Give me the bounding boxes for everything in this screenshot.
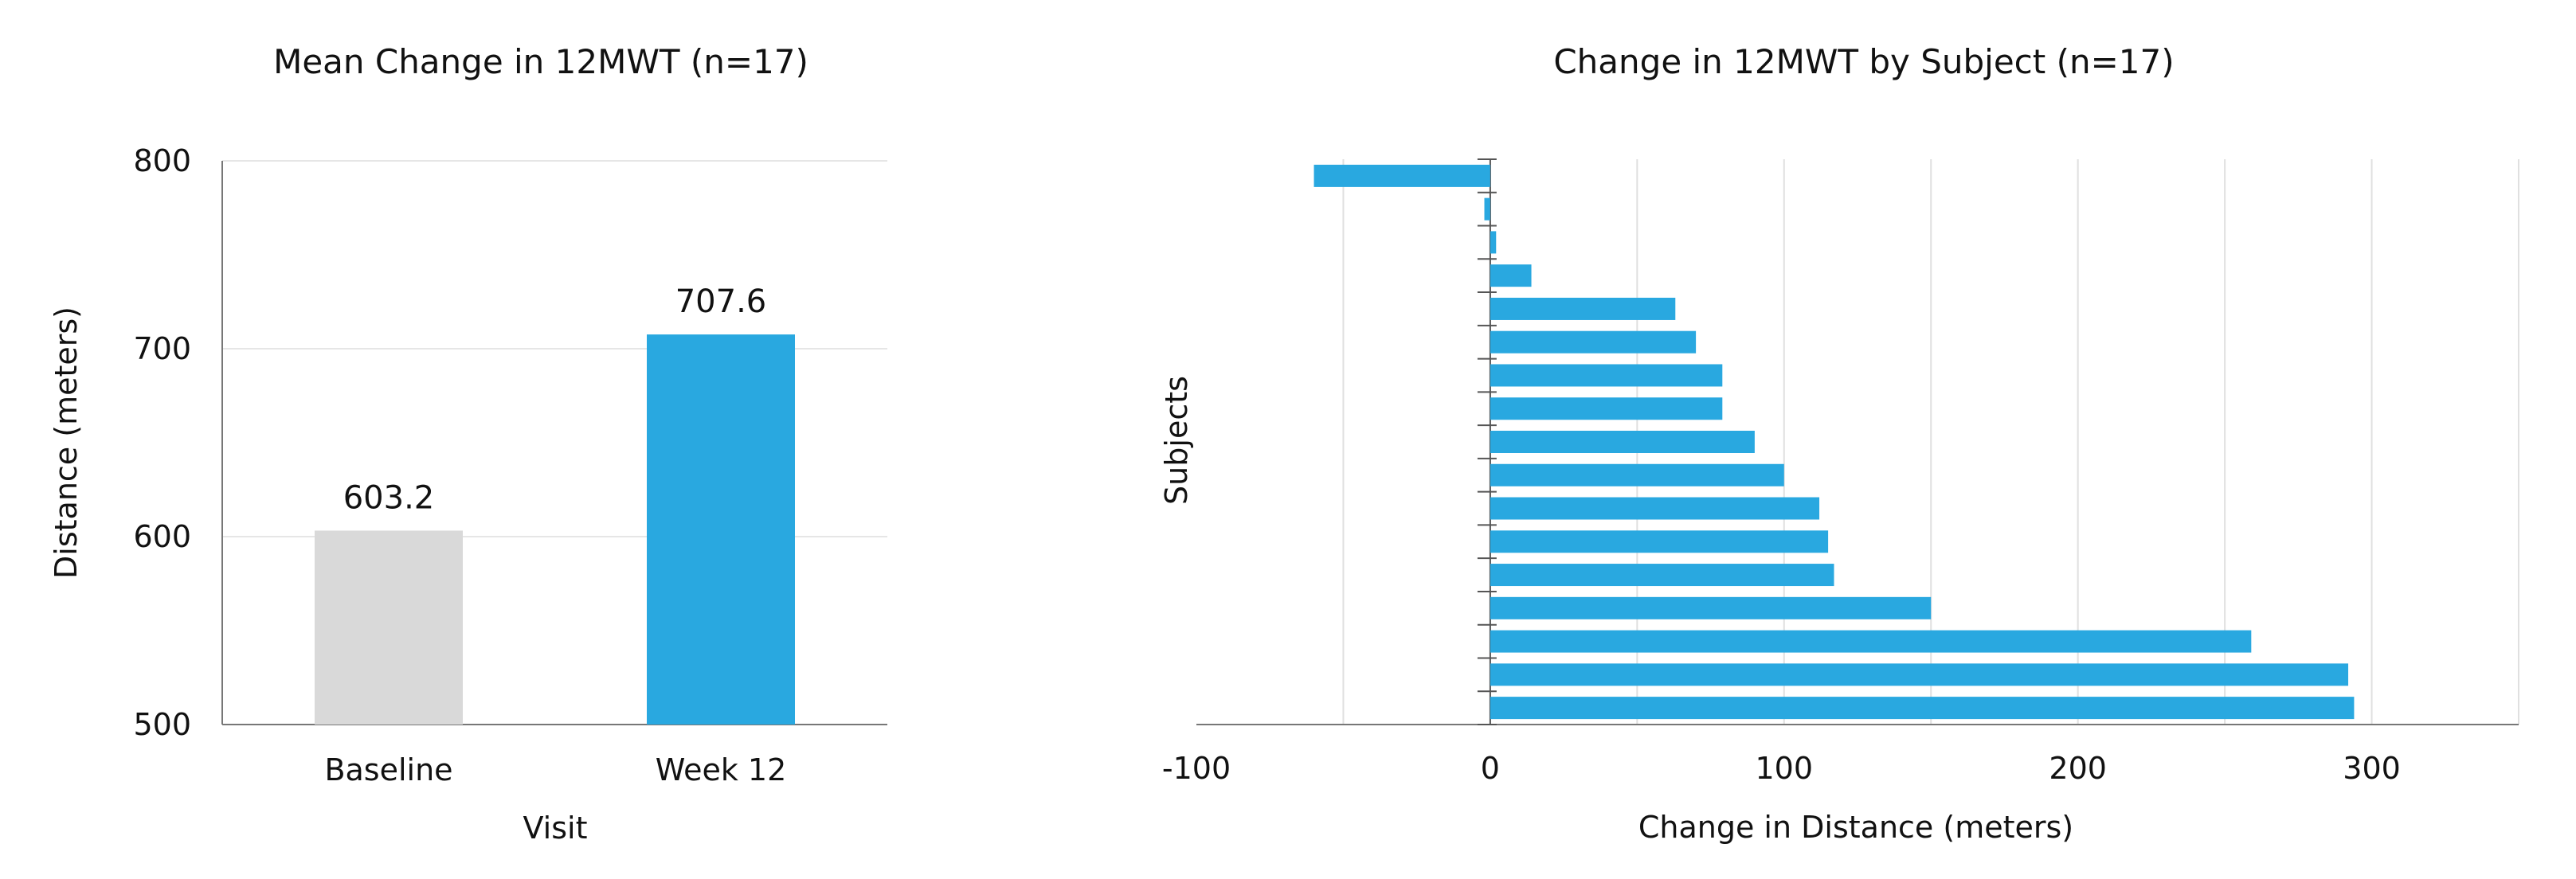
left-y-tick-label: 800 bbox=[133, 143, 191, 178]
right-x-tick-label: 300 bbox=[2343, 751, 2401, 786]
right-bar bbox=[1490, 264, 1532, 287]
right-x-tick-label: 0 bbox=[1481, 751, 1500, 786]
right-bar bbox=[1490, 397, 1723, 420]
right-bar bbox=[1484, 197, 1490, 221]
left-y-tick-label: 600 bbox=[133, 519, 191, 554]
right-y-axis-title: Subjects bbox=[1159, 376, 1194, 505]
right-bar bbox=[1490, 697, 2355, 720]
right-chart-title: Change in 12MWT by Subject (n=17) bbox=[1553, 42, 2174, 81]
left-chart: 500 600 700 800 603.2 Baseline 707.6 Week 12 bbox=[133, 143, 887, 787]
left-y-tick-label: 700 bbox=[133, 331, 191, 366]
right-bar bbox=[1490, 630, 2252, 653]
right-bar bbox=[1490, 431, 1755, 453]
right-x-tick-label: 100 bbox=[1756, 751, 1814, 786]
left-y-tick-label: 500 bbox=[133, 707, 191, 742]
right-bar bbox=[1490, 364, 1723, 387]
left-x-axis-title: Visit bbox=[523, 811, 588, 846]
left-x-tick-label: Baseline bbox=[324, 752, 452, 787]
right-bar bbox=[1490, 463, 1784, 486]
right-bar bbox=[1490, 330, 1697, 354]
right-chart: -100 0 100 200 300 bbox=[1162, 158, 2519, 786]
right-bar bbox=[1490, 564, 1834, 587]
right-bar bbox=[1490, 297, 1676, 320]
right-x-axis-title: Change in Distance (meters) bbox=[1638, 810, 2073, 845]
right-x-tick-label: -100 bbox=[1162, 751, 1231, 786]
right-bar bbox=[1490, 596, 1932, 619]
left-bar-value-label: 707.6 bbox=[675, 283, 767, 320]
left-bar-value-label: 603.2 bbox=[343, 479, 435, 516]
right-bar bbox=[1490, 530, 1829, 553]
right-bar bbox=[1490, 663, 2349, 686]
right-bar bbox=[1490, 497, 1820, 520]
left-chart-title: Mean Change in 12MWT (n=17) bbox=[273, 42, 808, 81]
left-y-axis-title: Distance (meters) bbox=[49, 307, 84, 579]
left-x-tick-label: Week 12 bbox=[656, 752, 787, 787]
left-bar bbox=[315, 530, 463, 725]
right-bar bbox=[1313, 164, 1490, 187]
left-bar bbox=[647, 334, 795, 725]
right-bar bbox=[1490, 231, 1497, 254]
right-x-tick-label: 200 bbox=[2049, 751, 2107, 786]
